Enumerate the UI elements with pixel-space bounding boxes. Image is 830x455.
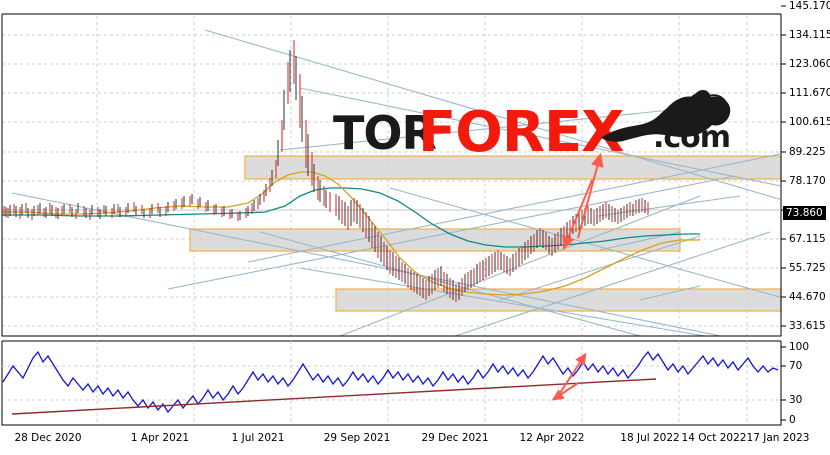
price-axis-label: 123.060 [789,58,830,70]
price-axis-label: 67.115 [789,233,826,245]
rsi-line [2,350,779,414]
date-axis-label: 12 Apr 2022 [519,432,585,444]
date-axis-label: 17 Jan 2023 [746,432,810,444]
panel-borders [1,13,782,426]
rsi-axis-label: 0 [789,414,796,426]
support-zone-lower[interactable] [335,288,782,312]
date-axis-label: 14 Oct 2022 [681,432,747,444]
rsi-arrow-group[interactable] [551,352,587,401]
forecast-arrow-up[interactable] [577,152,604,239]
rsi-arrow-up[interactable] [557,352,587,397]
date-axis-label: 18 Jul 2022 [620,432,680,444]
price-axis-label: 44.670 [789,291,826,303]
candlestick-series [3,40,649,302]
date-axis-label: 1 Jul 2021 [231,432,285,444]
axis-ticks [781,5,786,421]
rsi-arrow-down[interactable] [551,382,579,401]
price-axis-label: 33.615 [789,320,826,332]
ma-slow-line [2,187,700,248]
date-axis-label: 29 Sep 2021 [323,432,391,444]
price-trendlines[interactable] [11,29,830,352]
price-axis-label: 100.615 [789,116,830,128]
price-axis-label: 78.170 [789,175,826,187]
price-axis-label: 145.170 [789,0,830,12]
price-axis-label: 111.670 [789,87,830,99]
rsi-axis-label: 100 [789,341,810,353]
rsi-axis-label: 70 [789,360,803,372]
rsi-axis-label: 30 [789,394,803,406]
current-price-tag: 73.860 [783,206,826,220]
date-axis-label: 29 Dec 2021 [421,432,489,444]
rsi-ascending-trendline[interactable] [11,378,657,415]
date-axis-label: 1 Apr 2021 [130,432,190,444]
forecast-arrow-down[interactable] [562,179,593,251]
price-axis-label: 55.725 [789,262,826,274]
price-axis-label: 134.115 [789,29,830,41]
date-axis-label: 28 Dec 2020 [14,432,82,444]
forecast-arrow-group[interactable] [562,152,604,251]
ma-fast-line [2,171,700,296]
price-axis-label: 89.225 [789,146,826,158]
